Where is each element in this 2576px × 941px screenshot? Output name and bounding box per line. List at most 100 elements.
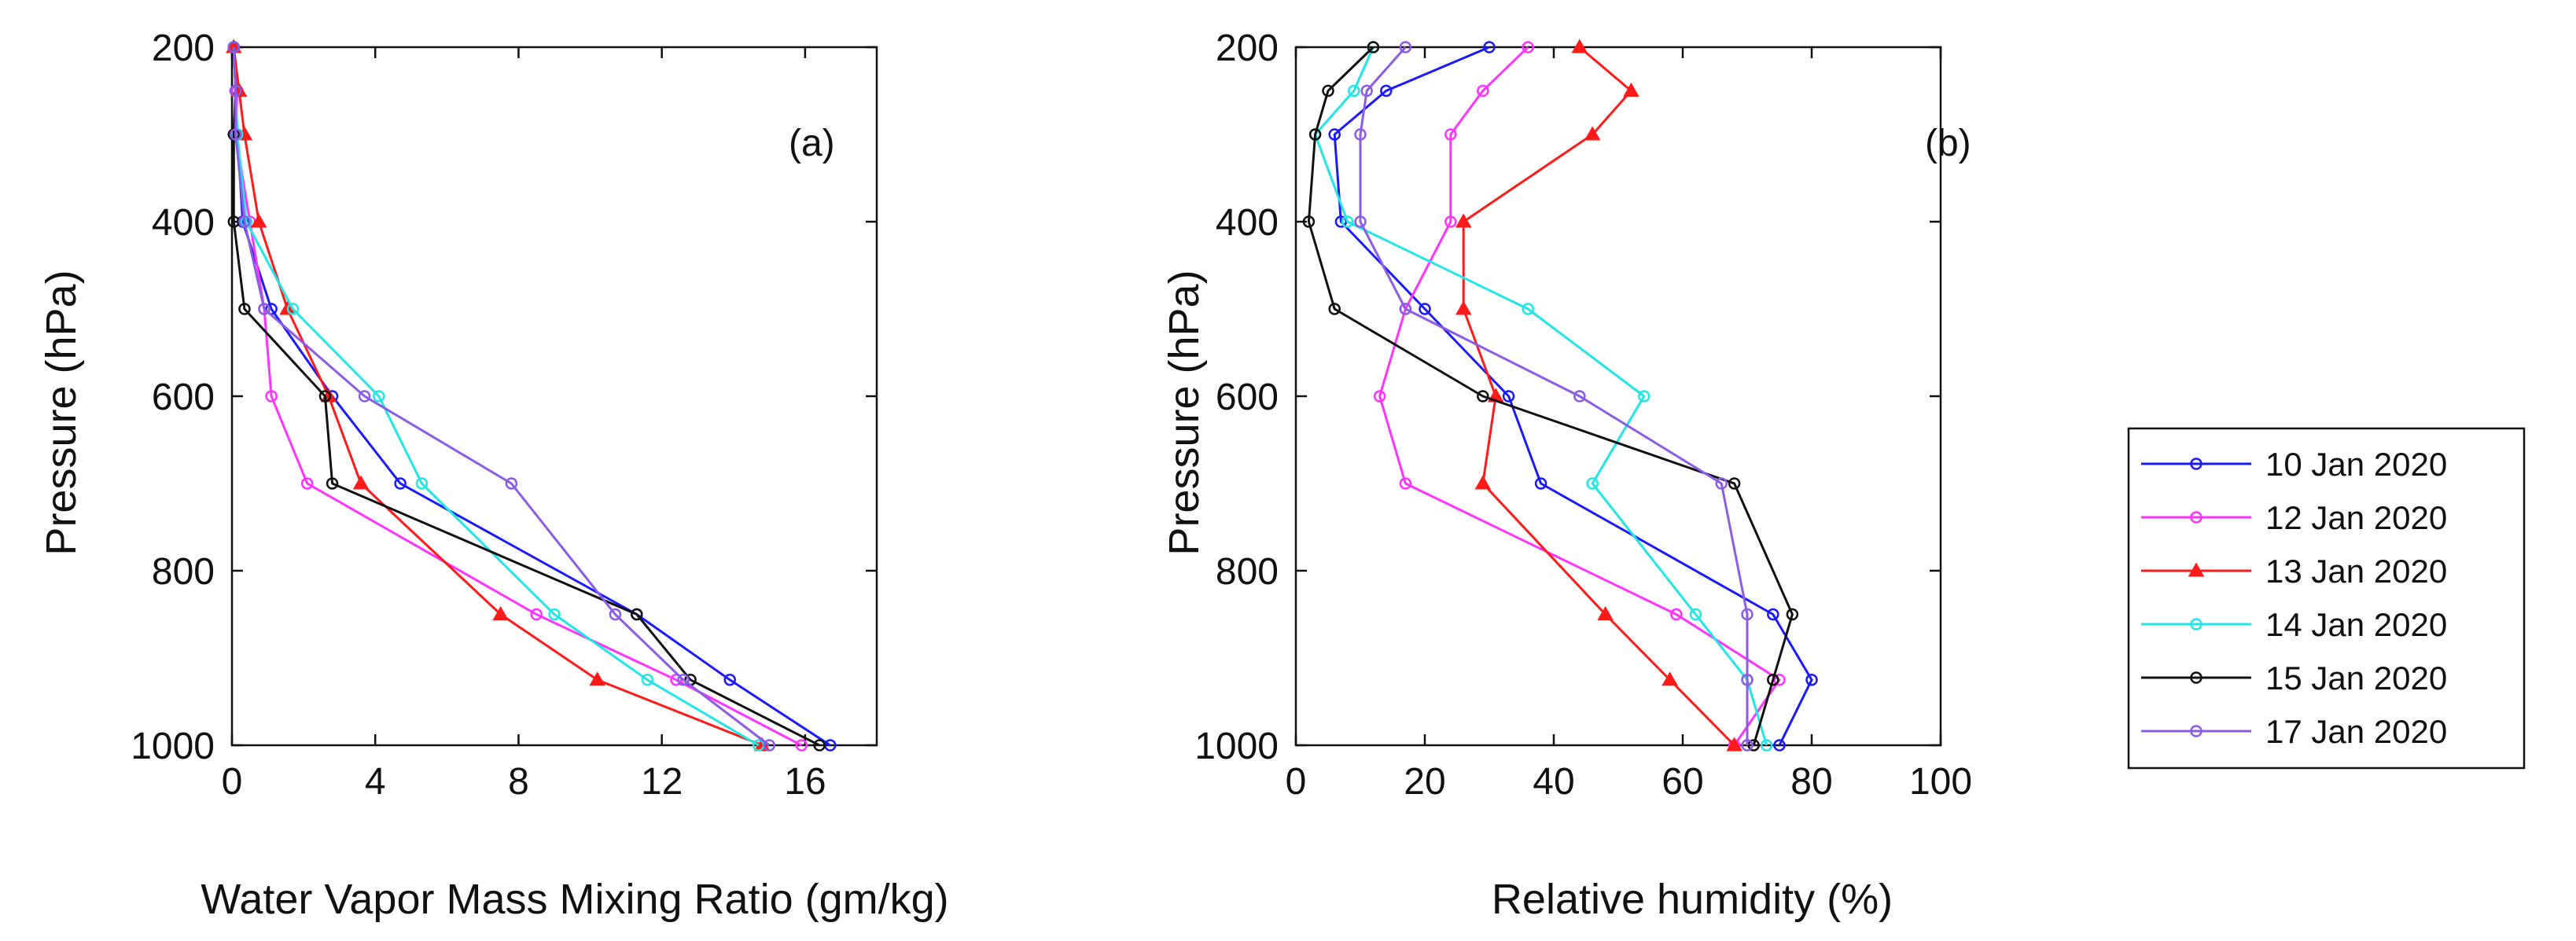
- series-15-jan-2020: [1302, 41, 1799, 752]
- data-point: [415, 477, 429, 490]
- series-line: [1314, 46, 1768, 746]
- data-point: [1597, 605, 1614, 620]
- data-point: [1760, 739, 1773, 752]
- legend-entry: 12 Jan 2020: [2141, 499, 2447, 536]
- data-point: [1741, 739, 1754, 752]
- data-point: [1399, 303, 1412, 315]
- y-axis-label: Pressure (hPa): [38, 270, 85, 555]
- data-point: [326, 477, 339, 490]
- series-13-jan-2020: [1455, 39, 1742, 752]
- data-point: [1805, 674, 1818, 686]
- x-axis-label: Water Vapor Mass Mixing Ratio (gm/kg): [201, 876, 948, 923]
- x-axis-label: Relative humidity (%): [1492, 876, 1893, 923]
- data-point: [641, 674, 654, 686]
- y-tick-label: 1000: [1194, 726, 1279, 767]
- x-tick-label: 80: [1790, 761, 1832, 803]
- series-line: [232, 46, 831, 747]
- legend-marker: [2188, 562, 2205, 577]
- data-point: [1354, 215, 1367, 228]
- data-point: [1623, 82, 1639, 97]
- data-point: [1444, 128, 1457, 141]
- y-tick-label: 800: [1216, 551, 1279, 593]
- data-point: [1477, 84, 1489, 97]
- data-point: [1302, 215, 1316, 228]
- data-point: [1373, 390, 1386, 402]
- data-point: [1522, 41, 1534, 53]
- panel-b: 0 20 40 60 80 100 200 400 600 800 1000 (b) Relativ…: [1161, 28, 1972, 923]
- data-point: [1773, 674, 1786, 686]
- legend-entry: 17 Jan 2020: [2141, 713, 2447, 750]
- data-point: [1502, 390, 1515, 402]
- data-point: [1367, 41, 1380, 53]
- data-point: [1380, 84, 1393, 97]
- data-point: [1741, 608, 1754, 621]
- data-point: [548, 608, 561, 621]
- legend-entry: 14 Jan 2020: [2141, 606, 2447, 643]
- legend-marker: [2190, 511, 2202, 524]
- data-point: [1522, 303, 1534, 315]
- data-point: [530, 608, 543, 621]
- y-tick-label: 600: [152, 377, 215, 418]
- data-point: [1662, 671, 1678, 686]
- data-point: [1741, 674, 1754, 686]
- data-point: [813, 739, 826, 752]
- data-point: [229, 128, 242, 141]
- series-line: [232, 46, 771, 747]
- legend-box: [2127, 427, 2526, 770]
- y-tick-label: 200: [152, 28, 215, 69]
- data-point: [394, 477, 407, 490]
- data-point: [352, 475, 370, 490]
- y-tick-label: 400: [152, 202, 215, 244]
- panel-label: (b): [1925, 123, 1971, 164]
- legend-label: 15 Jan 2020: [2265, 660, 2447, 697]
- data-point: [1444, 215, 1457, 228]
- legend-marker: [2190, 725, 2202, 737]
- data-point: [318, 390, 332, 402]
- series-10-jan-2020: [1328, 41, 1818, 752]
- legend-marker: [2190, 618, 2202, 630]
- data-point: [227, 41, 241, 53]
- data-point: [1360, 84, 1373, 97]
- data-point: [1322, 84, 1334, 97]
- series-line: [1307, 46, 1794, 746]
- data-point: [795, 739, 808, 752]
- data-point: [229, 84, 242, 97]
- legend-entry: 10 Jan 2020: [2141, 446, 2447, 483]
- y-tick-label: 200: [1216, 28, 1279, 69]
- series-line: [1359, 46, 1749, 745]
- x-tick-label: 12: [641, 761, 683, 803]
- x-tick-label: 0: [222, 761, 243, 803]
- data-point: [1573, 390, 1586, 402]
- data-point: [1728, 477, 1741, 490]
- series-13-jan-2020: [225, 39, 771, 752]
- data-point: [250, 213, 267, 228]
- data-point: [300, 477, 314, 490]
- data-point: [1483, 41, 1496, 53]
- legend-label: 12 Jan 2020: [2265, 499, 2447, 536]
- data-point: [723, 674, 736, 686]
- data-point: [670, 674, 683, 686]
- data-point: [1477, 390, 1489, 402]
- legend-label: 13 Jan 2020: [2265, 553, 2447, 590]
- data-point: [1474, 475, 1492, 490]
- data-point: [358, 390, 371, 402]
- x-tick-label: 100: [1909, 761, 1972, 803]
- y-tick-label: 1000: [131, 726, 215, 767]
- data-point: [1786, 608, 1799, 621]
- data-point: [373, 390, 385, 402]
- data-point: [631, 608, 643, 621]
- data-point: [1767, 608, 1779, 621]
- legend-entry: 15 Jan 2020: [2141, 660, 2447, 697]
- data-point: [1455, 300, 1472, 315]
- data-point: [265, 390, 278, 402]
- legend-label: 10 Jan 2020: [2265, 446, 2447, 483]
- x-tick-label: 8: [508, 761, 529, 803]
- series-12-jan-2020: [227, 41, 808, 752]
- series-17-jan-2020: [1354, 41, 1754, 752]
- data-point: [1571, 39, 1588, 53]
- data-point: [589, 671, 605, 686]
- legend-entry: 13 Jan 2020: [2141, 553, 2447, 590]
- series-line: [1333, 46, 1813, 746]
- legend-label: 17 Jan 2020: [2265, 713, 2447, 750]
- data-point: [258, 303, 270, 315]
